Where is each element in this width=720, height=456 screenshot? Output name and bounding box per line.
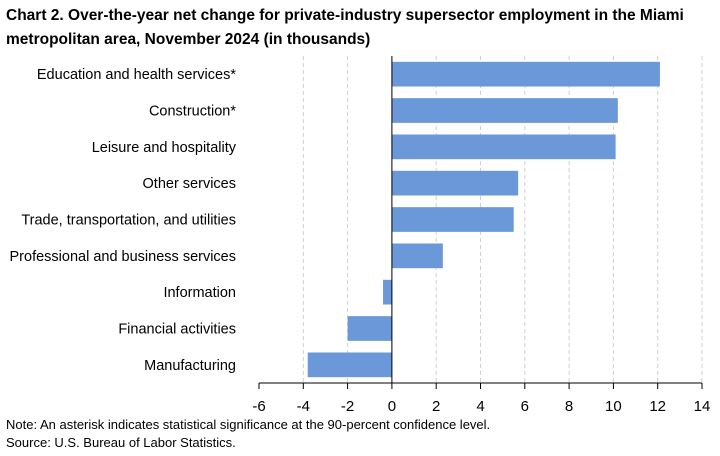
- x-tick-label: -2: [341, 398, 354, 415]
- axes: [258, 56, 703, 389]
- bar-1: [391, 98, 618, 123]
- x-tick-label: -6: [252, 398, 265, 415]
- x-tick-label: 8: [565, 398, 573, 415]
- x-tick-label: 14: [694, 398, 711, 415]
- x-tick-label: -4: [297, 398, 310, 415]
- x-tick-label: 2: [432, 398, 440, 415]
- category-labels: Education and health services* Constructi…: [10, 67, 237, 374]
- category-label: Construction*: [149, 104, 236, 120]
- bar-4: [391, 207, 514, 232]
- bars: [307, 61, 660, 378]
- x-tick-label: 4: [476, 398, 484, 415]
- category-label: Other services: [143, 176, 236, 192]
- footnote-note: Note: An asterisk indicates statistical …: [6, 417, 491, 432]
- category-label: Leisure and hospitality: [92, 140, 237, 156]
- bar-2: [391, 134, 616, 160]
- category-label: Information: [163, 285, 236, 301]
- bar-7: [347, 316, 392, 341]
- tick-labels: -6 -4 -2 0 2 4 6 8 10 12 14: [252, 398, 710, 415]
- chart-title: Chart 2. Over-the-year net change for pr…: [6, 7, 684, 48]
- x-tick-label: 0: [388, 398, 396, 415]
- bar-3: [391, 170, 519, 196]
- x-tick-label: 6: [521, 398, 529, 415]
- bar-8: [307, 352, 392, 378]
- category-label: Education and health services*: [37, 67, 236, 83]
- x-tick-label: 12: [649, 398, 666, 415]
- bar-6: [383, 279, 392, 305]
- category-label: Professional and business services: [10, 249, 236, 265]
- category-label: Financial activities: [118, 322, 236, 338]
- footnote-source: Source: U.S. Bureau of Labor Statistics.: [6, 435, 236, 450]
- bar-0: [391, 61, 660, 87]
- category-label: Manufacturing: [144, 358, 236, 374]
- category-label: Trade, transportation, and utilities: [21, 213, 236, 229]
- x-tick-label: 10: [605, 398, 622, 415]
- bar-5: [391, 243, 443, 269]
